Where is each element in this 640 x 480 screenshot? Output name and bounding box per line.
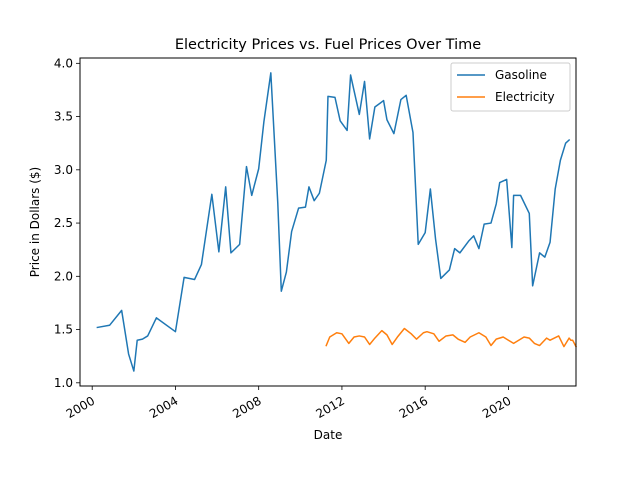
x-tick-label: 2020 — [480, 394, 513, 421]
x-tick-label: 2016 — [397, 394, 430, 421]
y-tick-label: 3.0 — [54, 163, 73, 177]
y-axis-title: Price in Dollars ($) — [28, 167, 42, 277]
y-tick-label: 2.5 — [54, 216, 73, 230]
plot-frame — [79, 57, 577, 387]
x-axis-title: Date — [314, 428, 343, 442]
legend: Gasoline Electricity — [450, 62, 571, 112]
y-tick-label: 1.5 — [54, 323, 73, 337]
series-line-electricity — [325, 327, 578, 348]
x-tick-label: 2012 — [314, 394, 347, 421]
legend-label: Electricity — [495, 90, 555, 104]
series-group — [96, 72, 578, 372]
legend-label: Gasoline — [495, 68, 547, 82]
y-tick-label: 3.5 — [54, 110, 73, 124]
x-tick-label: 2004 — [147, 394, 180, 421]
y-axis: 1.0 1.5 2.0 2.5 3.0 3.5 4.0 — [54, 56, 80, 390]
y-tick-label: 1.0 — [54, 376, 73, 390]
x-axis: 2000 2004 2008 2012 2016 2020 — [64, 386, 513, 421]
x-tick-label: 2000 — [64, 394, 97, 421]
x-tick-label: 2008 — [230, 394, 263, 421]
y-tick-label: 4.0 — [54, 56, 73, 70]
y-tick-label: 2.0 — [54, 269, 73, 283]
series-line-gasoline — [96, 72, 571, 372]
chart-title: Electricity Prices vs. Fuel Prices Over … — [175, 37, 481, 53]
